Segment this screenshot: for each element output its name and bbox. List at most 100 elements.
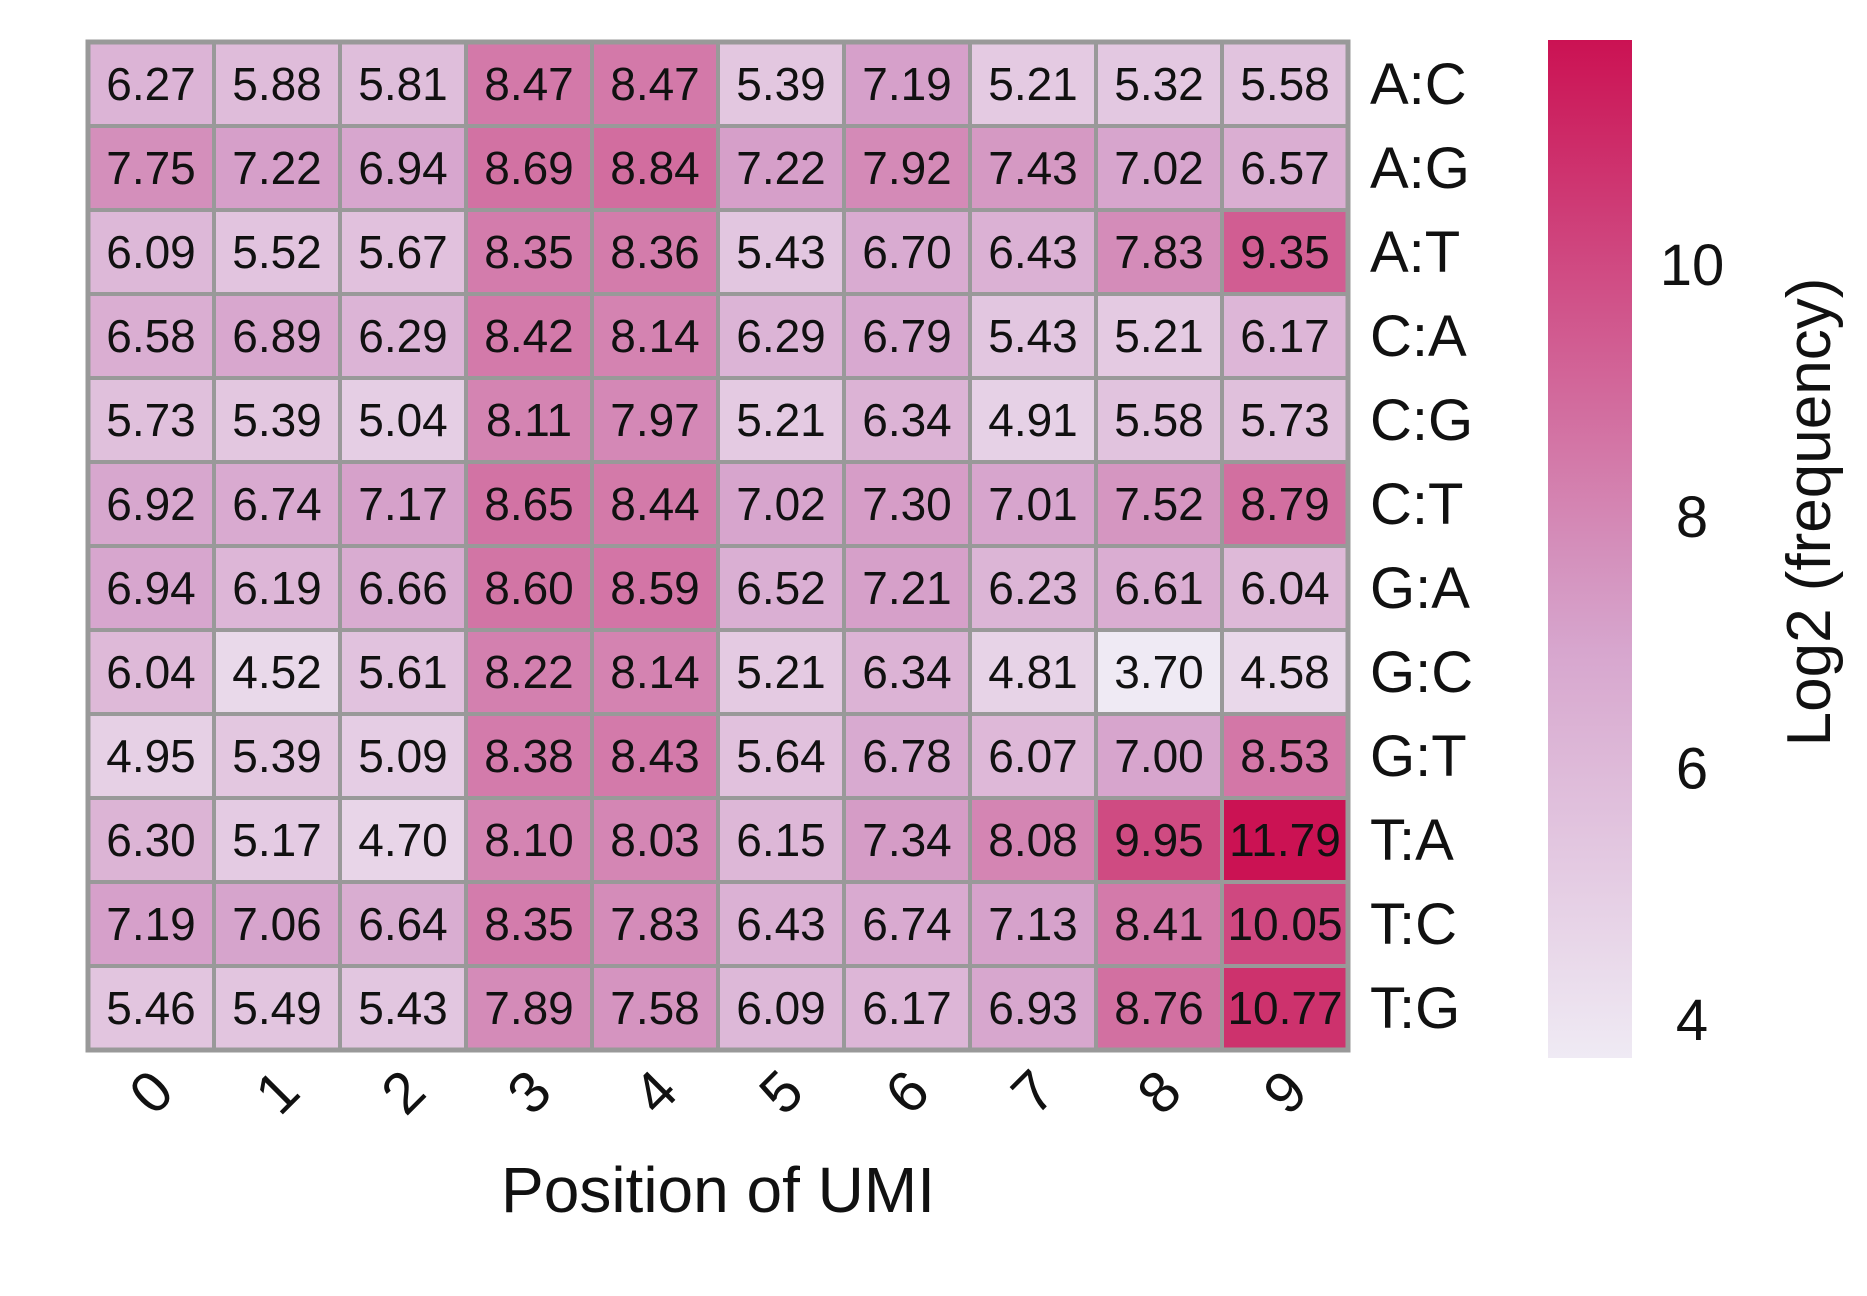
heatmap-cell <box>1094 796 1224 884</box>
row-tick-label: T:G <box>1370 976 1460 1041</box>
heatmap-cell <box>212 124 342 212</box>
cell-value-label: 4.81 <box>988 646 1078 698</box>
cell-value-label: 4.70 <box>358 814 448 866</box>
column-tick-label: 6 <box>873 1058 942 1127</box>
plot-frame <box>85 39 1351 1053</box>
cell-value-label: 5.88 <box>232 58 322 110</box>
cell-value-label: 5.52 <box>232 226 322 278</box>
cell-value-label: 5.61 <box>358 646 448 698</box>
heatmap-cell <box>716 544 846 632</box>
heatmap-cell <box>464 880 594 968</box>
cell-value-label: 7.75 <box>106 142 196 194</box>
colorbar-tick-label: 10 <box>1660 233 1725 298</box>
cell-value-label: 5.73 <box>106 394 196 446</box>
heatmap-cell <box>842 124 972 212</box>
heatmap-cell <box>716 292 846 380</box>
cell-value-label: 7.17 <box>358 478 448 530</box>
heatmap-cell <box>716 964 846 1052</box>
colorbar-tick-label: 4 <box>1676 988 1708 1053</box>
cell-value-label: 7.22 <box>736 142 826 194</box>
cell-value-label: 8.36 <box>610 226 700 278</box>
cell-value-label: 6.27 <box>106 58 196 110</box>
cell-value-label: 5.21 <box>736 646 826 698</box>
heatmap-cell <box>338 208 468 296</box>
row-tick-label: A:G <box>1370 136 1470 201</box>
row-tick-label: C:A <box>1370 304 1467 369</box>
cell-value-label: 6.58 <box>106 310 196 362</box>
cell-value-label: 8.53 <box>1240 730 1330 782</box>
cell-value-label: 7.92 <box>862 142 952 194</box>
column-tick-label: 7 <box>999 1058 1068 1127</box>
column-tick-label: 5 <box>747 1058 816 1127</box>
heatmap-cell <box>1094 124 1224 212</box>
cell-value-label: 6.29 <box>736 310 826 362</box>
cell-value-label: 8.44 <box>610 478 700 530</box>
cell-value-label: 5.49 <box>232 982 322 1034</box>
colorbar-tick-label: 8 <box>1676 485 1708 550</box>
heatmap-cell <box>464 544 594 632</box>
cell-value-label: 4.95 <box>106 730 196 782</box>
heatmap-cell <box>968 796 1098 884</box>
cell-value-label: 5.32 <box>1114 58 1204 110</box>
cell-value-label: 6.30 <box>106 814 196 866</box>
cell-value-label: 5.21 <box>736 394 826 446</box>
heatmap-cell <box>968 712 1098 800</box>
heatmap-cell <box>842 628 972 716</box>
row-tick-label: A:T <box>1370 220 1460 285</box>
cell-value-label: 6.34 <box>862 646 952 698</box>
cell-value-label: 5.58 <box>1240 58 1330 110</box>
row-tick-label: A:C <box>1370 52 1467 117</box>
cell-value-label: 4.52 <box>232 646 322 698</box>
heatmap-cell <box>590 796 720 884</box>
heatmap-cell <box>212 628 342 716</box>
heatmap-cell <box>338 460 468 548</box>
cell-value-label: 6.57 <box>1240 142 1330 194</box>
cell-value-label: 6.19 <box>232 562 322 614</box>
heatmap-cell <box>590 460 720 548</box>
cell-value-label: 6.92 <box>106 478 196 530</box>
cell-value-label: 8.35 <box>484 226 574 278</box>
cell-value-label: 6.04 <box>106 646 196 698</box>
cell-value-label: 5.04 <box>358 394 448 446</box>
heatmap-cell <box>968 880 1098 968</box>
cell-value-label: 5.39 <box>736 58 826 110</box>
cell-value-label: 5.21 <box>1114 310 1204 362</box>
cell-value-label: 6.43 <box>736 898 826 950</box>
cell-value-label: 8.69 <box>484 142 574 194</box>
cell-value-label: 11.79 <box>1229 814 1341 866</box>
cell-value-label: 7.58 <box>610 982 700 1034</box>
column-tick-label: 0 <box>117 1058 186 1127</box>
cell-value-label: 5.46 <box>106 982 196 1034</box>
heatmap-cell <box>590 712 720 800</box>
cell-value-label: 6.89 <box>232 310 322 362</box>
cell-value-label: 7.22 <box>232 142 322 194</box>
column-tick-label: 3 <box>495 1058 564 1127</box>
cell-value-label: 6.07 <box>988 730 1078 782</box>
cell-value-label: 8.11 <box>486 394 572 446</box>
cell-value-label: 5.09 <box>358 730 448 782</box>
cell-value-label: 6.61 <box>1114 562 1204 614</box>
heatmap-cell <box>1094 376 1224 464</box>
cell-value-label: 6.94 <box>106 562 196 614</box>
heatmap-cell <box>212 208 342 296</box>
cell-value-label: 8.41 <box>1114 898 1204 950</box>
cell-value-label: 6.79 <box>862 310 952 362</box>
heatmap-cell <box>1094 628 1224 716</box>
cell-value-label: 7.43 <box>988 142 1078 194</box>
colorbar-tick-label: 6 <box>1676 737 1708 802</box>
cell-value-label: 8.79 <box>1240 478 1330 530</box>
cell-value-label: 5.67 <box>358 226 448 278</box>
cell-value-label: 6.23 <box>988 562 1078 614</box>
x-axis-label: Position of UMI <box>501 1154 935 1226</box>
cell-value-label: 7.97 <box>610 394 700 446</box>
cell-value-label: 7.19 <box>106 898 196 950</box>
heatmap-cell <box>464 460 594 548</box>
colorbar-ticks: 4 6 8 10 <box>1660 233 1725 1053</box>
cell-value-label: 6.94 <box>358 142 448 194</box>
cell-value-label: 7.52 <box>1114 478 1204 530</box>
cell-value-label: 5.58 <box>1114 394 1204 446</box>
cell-value-label: 8.76 <box>1114 982 1204 1034</box>
cell-value-label: 9.95 <box>1114 814 1204 866</box>
heatmap-cell <box>1220 376 1350 464</box>
